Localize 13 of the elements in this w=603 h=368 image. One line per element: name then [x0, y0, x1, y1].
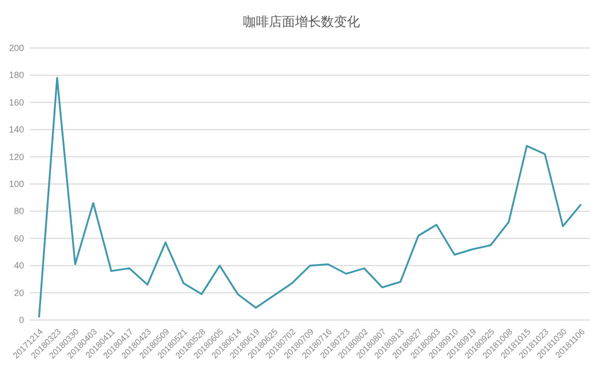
- y-tick-label: 200: [8, 43, 24, 53]
- y-tick-label: 40: [14, 260, 24, 271]
- line-series: [38, 77, 582, 318]
- y-tick-label: 60: [14, 233, 24, 244]
- y-tick-label: 80: [14, 206, 24, 216]
- y-tick-label: 100: [8, 179, 24, 189]
- y-tick-label: 160: [8, 97, 24, 108]
- y-tick-label: 20: [14, 288, 24, 298]
- chart-title: 咖啡店面增长数变化: [243, 14, 360, 29]
- y-tick-label: 120: [8, 152, 24, 162]
- y-tick-label: 180: [8, 70, 24, 80]
- y-tick-label: 140: [8, 124, 24, 135]
- y-tick-label: 0: [18, 315, 24, 325]
